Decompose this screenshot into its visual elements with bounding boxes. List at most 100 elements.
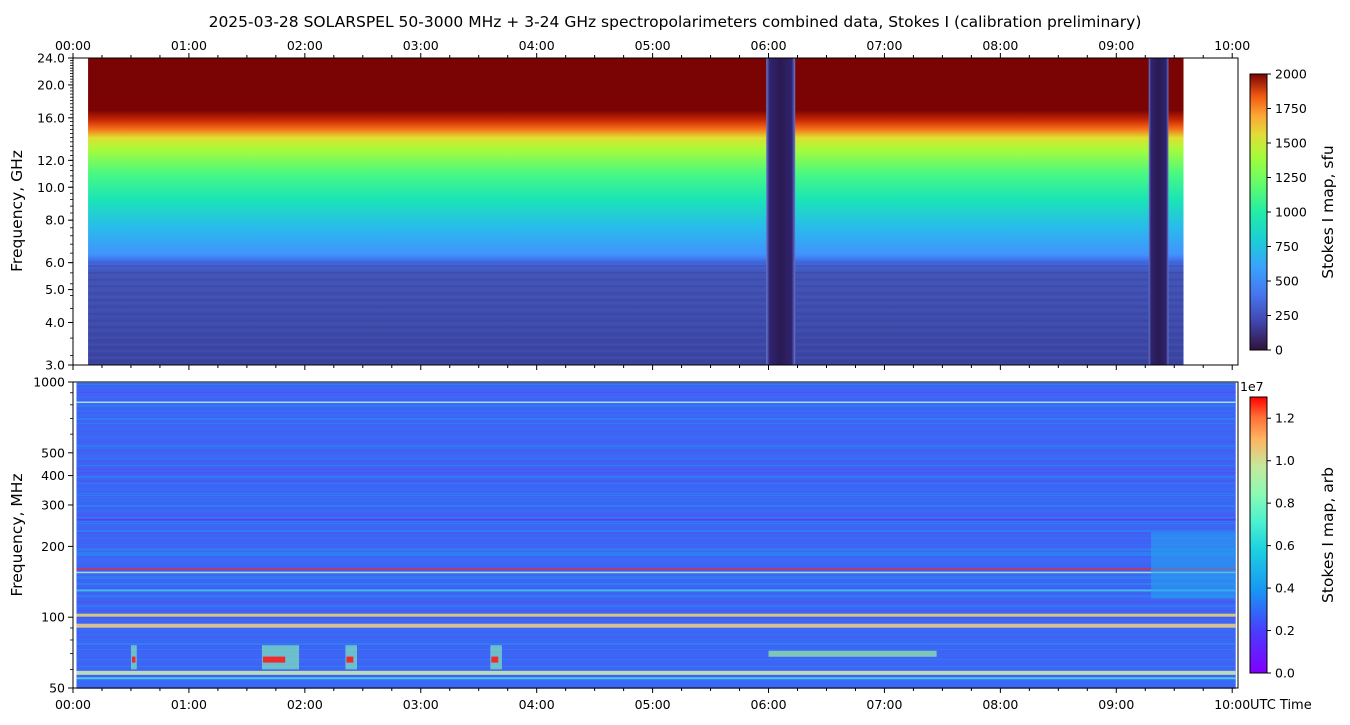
upper-band [88, 353, 1184, 356]
upper-colorbar-label: Stokes I map, sfu [1319, 145, 1337, 279]
upper-band [88, 292, 1184, 294]
lower-colorbar-tick-label: 1.0 [1275, 453, 1295, 468]
upper-band [88, 268, 1184, 271]
upper-y-tick-label: 4.0 [45, 315, 65, 330]
upper-colorbar-ticks: 0 250 500 750 1000 1250 1500 1750 2000 [1267, 67, 1307, 358]
lower-colorbar-tick-label: 0.0 [1275, 666, 1295, 681]
lower-y-axis: 50 100 200 300 400 500 1000 [33, 375, 73, 696]
upper-band [88, 340, 1184, 342]
upper-band [88, 265, 1184, 267]
lower-band [76, 576, 1236, 578]
upper-y-tick-label: 24.0 [37, 51, 65, 66]
lower-burst-core [131, 656, 136, 663]
upper-band [88, 302, 1184, 305]
lower-band [76, 597, 1236, 598]
lower-band [76, 562, 1236, 563]
lower-band [76, 488, 1236, 490]
upper-colorbar [1249, 73, 1268, 351]
upper-band [88, 336, 1184, 339]
upper-top-x-tick-label: 09:00 [1098, 38, 1134, 53]
lower-band [76, 414, 1236, 416]
upper-data-gap [766, 58, 796, 365]
upper-band [88, 326, 1184, 328]
upper-band [88, 316, 1184, 318]
lower-band [76, 500, 1236, 502]
lower-band [76, 605, 1236, 607]
lower-band [76, 554, 1236, 556]
upper-colorbar-tick-label: 250 [1275, 308, 1299, 323]
upper-top-x-tick-label: 03:00 [403, 38, 439, 53]
lower-band [76, 537, 1236, 539]
lower-heatmap [76, 381, 1236, 689]
lower-band [76, 532, 1236, 534]
lower-band [76, 525, 1236, 526]
upper-band [88, 323, 1184, 325]
upper-top-x-tick-label: 01:00 [171, 38, 207, 53]
upper-y-axis: 3.0 4.0 5.0 6.0 8.0 10.0 12.0 16.0 20.0 24.0 [37, 51, 73, 373]
lower-band [76, 595, 1236, 597]
lower-band [76, 513, 1236, 514]
lower-band [76, 384, 1236, 385]
lower-band [76, 540, 1236, 541]
lower-band [76, 450, 1236, 451]
lower-y-tick-label: 400 [41, 468, 65, 483]
upper-y-tick-label: 16.0 [37, 110, 65, 125]
lower-band [76, 620, 1236, 621]
lower-band [76, 639, 1236, 640]
upper-top-x-tick-label: 04:00 [519, 38, 555, 53]
lower-band [76, 495, 1236, 496]
upper-top-x-tick-label: 02:00 [287, 38, 323, 53]
upper-y-tick-label: 3.0 [45, 358, 65, 373]
upper-top-x-tick-label: 08:00 [982, 38, 1018, 53]
lower-band [76, 578, 1236, 579]
lower-band [76, 530, 1236, 532]
upper-data-gap [1148, 58, 1169, 365]
upper-colorbar-tick-label: 1500 [1275, 136, 1307, 151]
lower-emission-line [76, 401, 1236, 404]
lower-band [76, 400, 1236, 402]
lower-y-tick-label: 300 [41, 497, 65, 512]
lower-band [76, 670, 1236, 671]
lower-x-tick-label: 04:00 [519, 697, 555, 712]
lower-colorbar-tick-label: 0.2 [1275, 623, 1295, 638]
upper-y-tick-label: 8.0 [45, 213, 65, 228]
upper-y-tick-label: 20.0 [37, 77, 65, 92]
upper-y-tick-label: 5.0 [45, 282, 65, 297]
lower-x-tick-label: 06:00 [751, 697, 787, 712]
lower-band [76, 461, 1236, 462]
lower-emission-line [76, 623, 1236, 628]
lower-colorbar [1249, 396, 1268, 674]
lower-x-axis: 00:00 01:00 02:00 03:00 04:00 05:00 06:00 07:00… [55, 688, 1250, 712]
lower-band [76, 396, 1236, 398]
upper-band [88, 357, 1184, 359]
upper-band [88, 350, 1184, 352]
lower-band [76, 654, 1236, 655]
lower-emission-line [76, 518, 1236, 521]
lower-x-tick-label: 03:00 [403, 697, 439, 712]
lower-colorbar-tick-label: 1.2 [1275, 411, 1295, 426]
lower-band [76, 680, 1236, 682]
upper-top-x-tick-label: 05:00 [635, 38, 671, 53]
lower-band [76, 552, 1236, 554]
upper-heatmap-field [88, 58, 1184, 365]
upper-band [88, 285, 1184, 288]
upper-heatmap [88, 58, 1184, 365]
lower-emission-line [76, 677, 1236, 680]
upper-band [88, 296, 1184, 298]
lower-band [76, 476, 1236, 478]
lower-plot-frame [72, 381, 1239, 689]
upper-band [88, 313, 1184, 315]
lower-band [76, 643, 1236, 645]
upper-colorbar-tick-label: 1000 [1275, 205, 1307, 220]
upper-colorbar-tick-label: 750 [1275, 239, 1299, 254]
lower-band [76, 428, 1236, 429]
lower-burst-core [262, 656, 286, 663]
lower-band [76, 548, 1236, 550]
lower-burst-core [491, 656, 499, 663]
lower-band [76, 515, 1236, 516]
lower-band [76, 641, 1236, 642]
lower-x-tick-label: 00:00 [55, 697, 91, 712]
lower-band [76, 410, 1236, 412]
figure-title: 2025-03-28 SOLARSPEL 50-3000 MHz + 3-24 … [209, 13, 1142, 31]
lower-emission-line [76, 391, 1236, 393]
